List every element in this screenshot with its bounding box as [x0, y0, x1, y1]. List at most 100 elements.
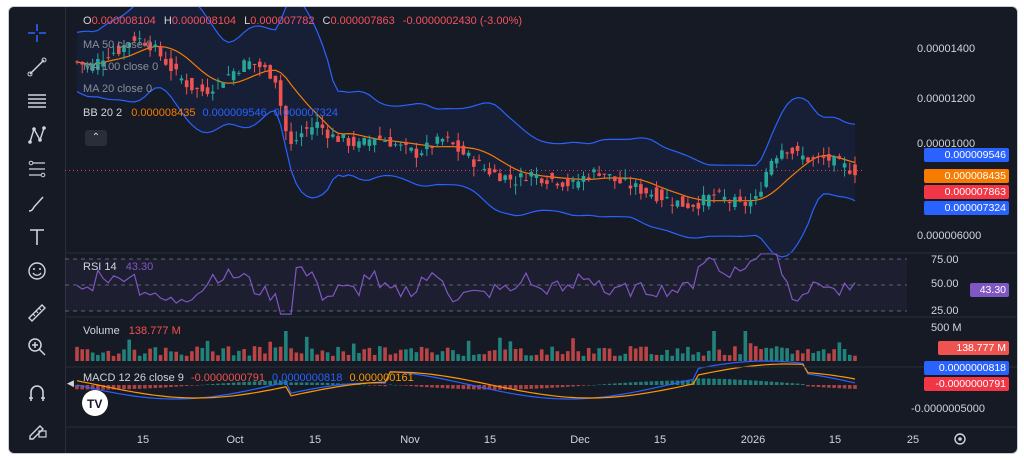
candle [325, 129, 330, 139]
candle [816, 155, 821, 158]
volume-bar [367, 347, 372, 361]
ma20-legend[interactable]: MA 20 close 0 [83, 83, 153, 95]
volume-value-tag: 138.777 M [938, 341, 1009, 355]
macd-histogram-bar [96, 385, 100, 390]
volume-bar [519, 348, 523, 361]
candle [221, 82, 226, 88]
candle [680, 196, 685, 207]
candle [592, 169, 596, 173]
candle [623, 178, 628, 180]
macd-histogram-bar [847, 385, 852, 389]
candle [148, 42, 152, 51]
volume-bar [409, 348, 413, 361]
candle [613, 176, 617, 182]
candle [153, 44, 158, 47]
lock-pencil-icon[interactable] [23, 415, 51, 443]
macd-histogram-bar [257, 381, 262, 385]
settings-gear-icon[interactable] [954, 433, 966, 445]
rsi-tick: 25.00 [931, 305, 959, 317]
macd-histogram-bar [409, 385, 413, 387]
volume-bar [529, 355, 534, 361]
candle [257, 61, 262, 68]
candle [273, 75, 278, 83]
volume-bar [430, 352, 434, 361]
ruler-icon[interactable] [23, 299, 51, 327]
volume-bar [351, 343, 356, 361]
candle [555, 183, 560, 186]
macd-histogram-bar [539, 385, 544, 389]
macd-histogram-bar [743, 380, 748, 385]
macd-histogram-bar [691, 380, 695, 385]
macd-histogram-bar [660, 380, 664, 385]
volume-bar [487, 350, 492, 361]
macd-histogram-bar [670, 380, 675, 385]
candle [116, 45, 121, 54]
candle [628, 185, 633, 189]
crosshair-icon[interactable] [23, 19, 51, 47]
candle [748, 201, 753, 207]
volume-legend[interactable]: Volume 138.777 M [83, 325, 181, 337]
macd-histogram-bar [472, 385, 476, 390]
bb-basis-line [76, 45, 856, 202]
macd-histogram-bar [153, 385, 158, 388]
macd-histogram-bar [712, 378, 716, 385]
fib-icon[interactable] [23, 155, 51, 183]
volume-bar [670, 355, 675, 361]
volume-bar [393, 353, 398, 361]
macd-histogram-bar [122, 385, 126, 390]
zoom-icon[interactable] [23, 333, 51, 361]
candle [618, 178, 622, 184]
pane-collapse-icon[interactable]: ◀ [67, 378, 74, 388]
volume-bar [90, 352, 95, 361]
candle [847, 170, 852, 174]
candle [205, 87, 210, 94]
bb-legend[interactable]: BB 20 2 0.000008435 0.000009546 0.000007… [83, 107, 339, 119]
macd-histogram-bar [764, 381, 769, 385]
bb-upper-line [76, 7, 856, 167]
text-icon[interactable] [23, 223, 51, 251]
volume-bar [315, 354, 319, 361]
candle [529, 171, 534, 177]
volume-bar [341, 351, 346, 361]
macd-legend[interactable]: MACD 12 26 close 9 -0.0000000791 0.00000… [83, 372, 414, 384]
macd-histogram-bar [179, 385, 184, 387]
price-chart-canvas[interactable]: 0.00001400 0.00001200 0.00001000 0.00000… [65, 7, 1017, 453]
macd-histogram-bar [383, 385, 387, 387]
magnet-icon[interactable] [23, 379, 51, 407]
macd-histogram-bar [842, 385, 847, 389]
candle [299, 133, 304, 138]
chart-area[interactable]: 0.00001400 0.00001200 0.00001000 0.00000… [65, 7, 1017, 453]
volume-bar [586, 348, 591, 361]
volume-bar [461, 355, 466, 361]
rsi-tick: 75.00 [931, 254, 959, 266]
legend-collapse-button[interactable]: ⌃ [85, 130, 107, 146]
volume-bar [127, 339, 132, 361]
macd-histogram-bar [388, 384, 393, 386]
time-tick: 15 [484, 434, 496, 446]
candle [90, 63, 95, 71]
emoji-icon[interactable] [23, 257, 51, 285]
candle [586, 177, 591, 180]
trend-line-icon[interactable] [23, 53, 51, 81]
volume-bar [639, 346, 643, 361]
candle [242, 60, 246, 72]
volume-bar [320, 350, 325, 361]
rsi-legend[interactable]: RSI 14 43.30 [83, 261, 154, 273]
volume-bar [712, 331, 716, 361]
candle [268, 65, 272, 79]
macd-histogram-bar [90, 385, 95, 390]
volume-bar [137, 355, 142, 361]
time-tick: Nov [400, 434, 420, 446]
volume-bar [477, 354, 481, 361]
macd-histogram-bar [827, 385, 831, 388]
ma100-legend[interactable]: MA 100 close 0 [83, 61, 159, 73]
brush-icon[interactable] [23, 189, 51, 217]
macd-histogram-bar [263, 381, 267, 385]
horizontal-lines-icon[interactable] [23, 87, 51, 115]
ma50-legend[interactable]: MA 50 close 0 [83, 39, 153, 51]
candle [827, 154, 831, 161]
pattern-icon[interactable] [23, 121, 51, 149]
macd-histogram-bar [680, 380, 685, 385]
macd-histogram-bar [644, 381, 648, 385]
candle [179, 78, 184, 81]
